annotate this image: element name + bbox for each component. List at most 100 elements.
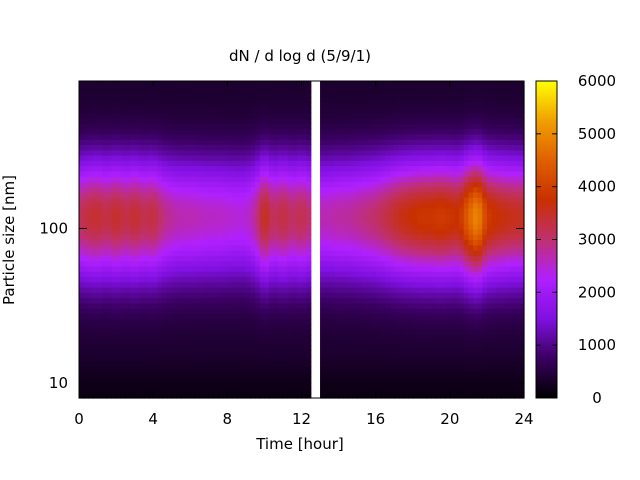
heatmap-cell	[231, 170, 238, 177]
heatmap-cell	[435, 329, 442, 336]
heatmap-cell	[445, 191, 451, 198]
heatmap-cell	[218, 102, 224, 109]
heatmap-cell	[176, 165, 182, 172]
heatmap-cell	[231, 287, 238, 293]
heatmap-cell	[231, 392, 238, 399]
heatmap-cell	[204, 197, 210, 204]
heatmap-cell	[343, 260, 349, 267]
heatmap-cell	[287, 149, 293, 156]
heatmap-cell	[347, 112, 354, 119]
heatmap-cell	[403, 117, 409, 124]
heatmap-cell	[343, 329, 349, 336]
heatmap-cell	[408, 234, 414, 241]
heatmap-cell	[88, 154, 94, 161]
heatmap-cell	[222, 170, 228, 177]
heatmap-cell	[255, 133, 261, 140]
heatmap-cell	[162, 112, 168, 119]
heatmap-cell	[204, 387, 210, 394]
heatmap-cell	[120, 133, 126, 140]
heatmap-cell	[408, 382, 414, 389]
heatmap-cell	[83, 102, 89, 109]
heatmap-cell	[241, 102, 247, 109]
heatmap-cell	[204, 86, 210, 93]
heatmap-cell	[463, 292, 469, 299]
heatmap-cell	[412, 297, 418, 304]
heatmap-cell	[380, 308, 386, 315]
heatmap-cell	[431, 102, 437, 109]
heatmap-cell	[199, 139, 205, 145]
heatmap-cell	[329, 292, 335, 299]
heatmap-cell	[440, 329, 446, 336]
heatmap-cell	[157, 297, 164, 304]
heatmap-cell	[185, 165, 191, 172]
heatmap-cell	[185, 176, 191, 182]
heatmap-cell	[282, 371, 289, 378]
heatmap-cell	[459, 366, 465, 373]
heatmap-cell	[408, 387, 414, 394]
heatmap-cell	[153, 133, 159, 140]
heatmap-cell	[102, 308, 108, 315]
heatmap-cell	[463, 213, 469, 219]
heatmap-cell	[384, 281, 391, 288]
heatmap-cell	[394, 123, 400, 130]
heatmap-cell	[320, 86, 326, 93]
heatmap-cell	[116, 107, 122, 114]
heatmap-cell	[384, 170, 391, 177]
heatmap-cell	[296, 318, 303, 325]
heatmap-cell	[245, 223, 252, 230]
heatmap-cell	[167, 165, 173, 172]
heatmap-cell	[445, 154, 451, 161]
heatmap-cell	[236, 144, 242, 151]
heatmap-cell	[199, 86, 205, 93]
heatmap-cell	[463, 128, 469, 135]
heatmap-cell	[412, 361, 418, 367]
heatmap-cell	[120, 287, 126, 293]
heatmap-cell	[213, 265, 219, 272]
heatmap-cell	[194, 112, 201, 119]
heatmap-cell	[264, 96, 270, 103]
heatmap-cell	[463, 165, 469, 172]
heatmap-cell	[343, 107, 349, 114]
heatmap-cell	[111, 339, 117, 346]
heatmap-cell	[357, 250, 363, 256]
heatmap-cell	[120, 281, 126, 288]
heatmap-cell	[389, 271, 395, 278]
heatmap-cell	[97, 123, 103, 130]
heatmap-cell	[357, 176, 363, 182]
heatmap-cell	[292, 345, 298, 352]
heatmap-cell	[394, 154, 400, 161]
heatmap-cell	[111, 191, 117, 198]
heatmap-cell	[287, 387, 293, 394]
heatmap-cell	[264, 329, 270, 336]
heatmap-cell	[97, 371, 103, 378]
heatmap-cell	[264, 387, 270, 394]
heatmap-cell	[231, 355, 238, 362]
heatmap-cell	[320, 334, 326, 341]
heatmap-cell	[255, 318, 261, 325]
heatmap-cell	[143, 366, 150, 373]
heatmap-cell	[384, 239, 391, 246]
heatmap-cell	[292, 324, 298, 330]
heatmap-cell	[463, 297, 469, 304]
heatmap-cell	[213, 281, 219, 288]
heatmap-cell	[306, 81, 312, 87]
heatmap-cell	[120, 324, 126, 330]
heatmap-cell	[255, 355, 261, 362]
heatmap-cell	[273, 297, 279, 304]
heatmap-cell	[282, 223, 289, 230]
heatmap-cell	[417, 339, 423, 346]
heatmap-cell	[371, 223, 377, 230]
heatmap-cell	[190, 276, 196, 283]
heatmap-cell	[259, 144, 266, 151]
heatmap-cell	[120, 329, 126, 336]
heatmap-cell	[417, 297, 423, 304]
heatmap-cell	[440, 149, 446, 156]
heatmap-cell	[338, 218, 344, 225]
heatmap-cell	[426, 234, 432, 241]
heatmap-cell	[292, 154, 298, 161]
heatmap-cell	[176, 271, 182, 278]
heatmap-cell	[241, 260, 247, 267]
heatmap-cell	[371, 260, 377, 267]
heatmap-cell	[88, 387, 94, 394]
heatmap-cell	[445, 181, 451, 188]
